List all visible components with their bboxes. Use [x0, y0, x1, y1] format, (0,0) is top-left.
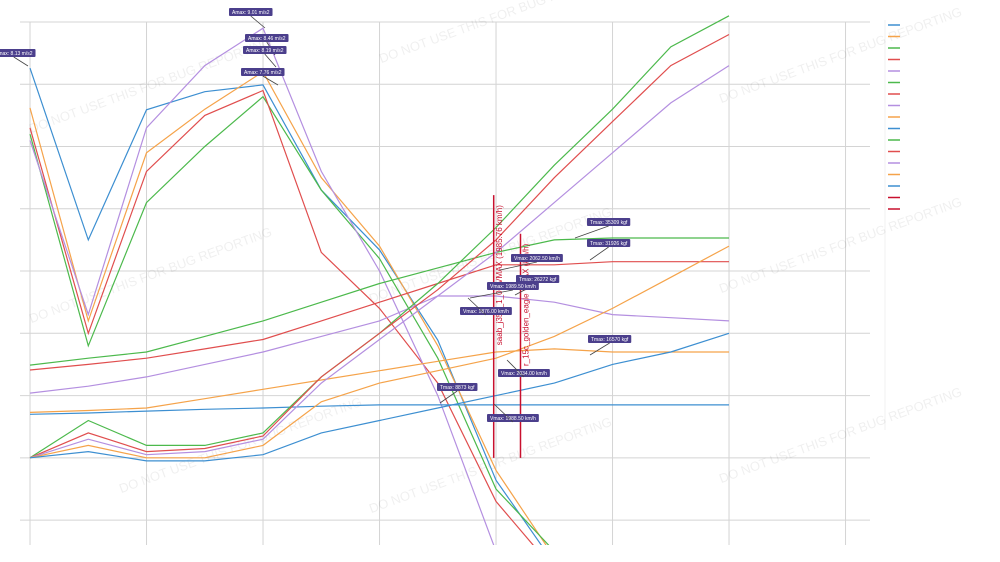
annotation-arrow: [13, 56, 29, 67]
annotation-box: [511, 254, 563, 262]
annotation: Vmax: 2034.00 km/h: [501, 371, 547, 377]
annotation-arrow: [469, 289, 514, 299]
annotation-arrow: [250, 15, 266, 29]
series-line: [29, 404, 729, 415]
series-line: [29, 70, 547, 545]
annotation: Tmax: 35309 kgf: [590, 220, 628, 226]
annotation-arrow: [589, 246, 609, 261]
annotation: Vmax: 1989.50 km/h: [490, 284, 536, 290]
annotation-arrow: [589, 342, 610, 356]
annotation-box: [229, 8, 273, 16]
annotation-box: [487, 414, 539, 422]
annotation-arrow: [493, 403, 514, 423]
series-line: [29, 295, 730, 394]
watermark: DO NOT USE THIS FOR BUG REPORTING: [377, 0, 624, 66]
series-line: [29, 245, 730, 459]
marker-label: saab_j35e_1_06 VMAX (1985.76 km/h): [495, 205, 504, 345]
annotation: Vmax: 1988.50 km/h: [490, 416, 536, 422]
annotation-arrow: [499, 261, 538, 271]
annotation: Amax: 8.13 m/s2: [0, 51, 33, 57]
annotation: Tmax: 26272 kgf: [519, 277, 557, 283]
watermark: DO NOT USE THIS FOR BUG REPORTING: [717, 194, 964, 296]
plot-area: [29, 15, 730, 545]
series-line: [29, 33, 730, 459]
annotation: Tmax: 31926 kgf: [590, 241, 628, 247]
annotation-box: [587, 218, 631, 226]
annotation-box: [243, 46, 287, 54]
annotation-box: [516, 275, 560, 283]
annotation-box: [460, 307, 512, 315]
series-line: [29, 67, 542, 545]
annotation-arrow: [574, 225, 609, 239]
watermark: DO NOT USE THIS FOR BUG REPORTING: [367, 204, 614, 306]
annotation: Amax: 7.76 m/s2: [244, 70, 282, 76]
watermark: DO NOT USE THIS FOR BUG REPORTING: [717, 384, 964, 486]
series-line: [29, 27, 495, 545]
series-line: [29, 261, 729, 371]
annotation: Amax: 8.46 m/s2: [248, 36, 286, 42]
annotation: Vmax: 1876.00 km/h: [463, 309, 509, 315]
annotation-box: [588, 335, 632, 343]
annotation-box: [487, 282, 539, 290]
watermark: DO NOT USE THIS FOR BUG REPORTING: [27, 34, 274, 136]
series-line: [29, 332, 730, 462]
series-line: [29, 65, 730, 459]
annotation-arrow: [439, 390, 458, 404]
annotation-arrow: [467, 297, 487, 316]
annotation: Amax: 8.19 m/s2: [246, 48, 284, 54]
watermark: DO NOT USE THIS FOR BUG REPORTING: [717, 4, 964, 106]
annotation-box: [587, 239, 631, 247]
annotation: Tmax: 16570 kgf: [591, 337, 629, 343]
series-line: [29, 237, 729, 366]
annotation-arrow: [262, 75, 279, 86]
marker-label: r_15c_golden_eagle VMAX (km/h): [522, 243, 531, 366]
annotation-arrow: [264, 53, 277, 68]
annotation-arrow: [506, 359, 525, 378]
series-line: [29, 89, 534, 545]
annotation-box: [0, 49, 36, 57]
annotation-box: [437, 383, 478, 391]
series-line: [29, 348, 729, 413]
annotation-box: [498, 369, 550, 377]
annotation-box: [241, 68, 285, 76]
watermark: DO NOT USE THIS FOR BUG REPORTING: [367, 414, 614, 516]
series-line: [29, 95, 550, 545]
annotation: Amax: 9.01 m/s2: [232, 10, 270, 16]
watermark: DO NOT USE THIS FOR BUG REPORTING: [27, 224, 274, 326]
annotation-box: [245, 34, 289, 42]
annotation: Tmax: 8873 kgf: [440, 385, 475, 391]
annotation: Vmax: 2062.50 km/h: [514, 256, 560, 262]
